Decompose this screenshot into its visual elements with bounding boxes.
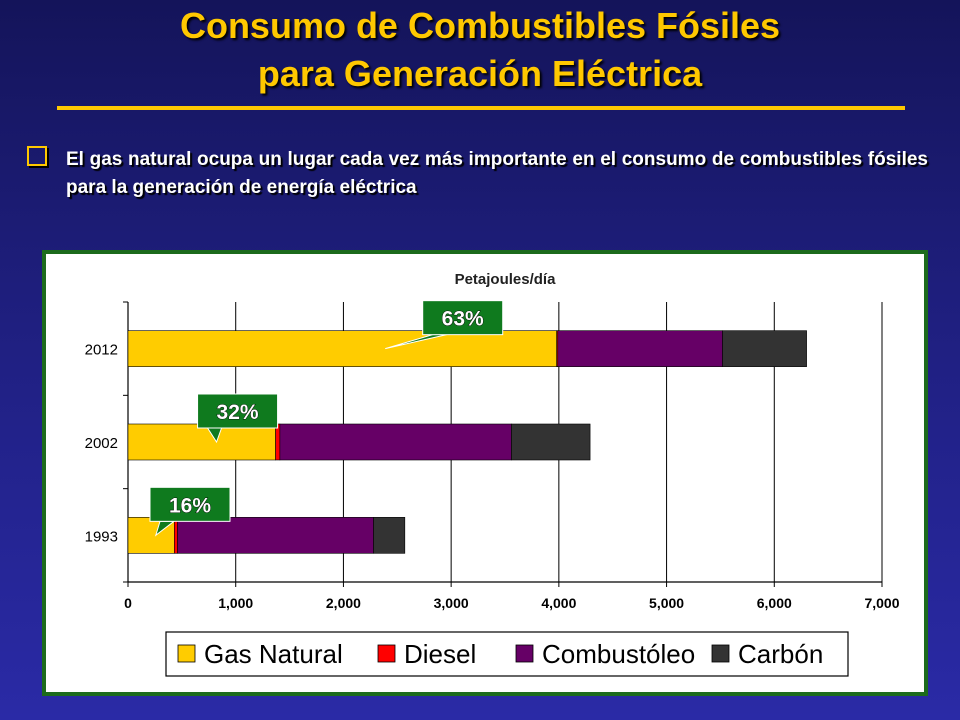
callout-box-2012 [422,300,504,336]
bar-carbón-2012 [722,330,807,367]
legend-label-diesel: Diesel [404,639,476,669]
callout-box-1993 [149,486,231,522]
x-tick-label: 5,000 [649,595,684,611]
x-tick-label: 4,000 [541,595,576,611]
callout-label-2012: 63% [442,308,484,331]
legend-box [165,631,849,677]
bar-carbón-2002 [511,423,591,461]
bar-carbón-1993 [373,517,406,554]
bar-gas-natural-2002 [127,423,276,461]
bar-combustóleo-2002 [279,423,512,461]
x-tick-label: 0 [124,595,132,611]
callout-label-2002: 32% [217,401,259,424]
bar-gas-natural-2012 [127,330,558,367]
callout-box-2002 [197,393,279,429]
chart-frame: Petajoules/día 0 1,000 2,000 3,000 4,000 5,000… [42,250,928,696]
bullet-text: El gas natural ocupa un lugar cada vez m… [66,149,928,198]
bar-combustóleo-1993 [177,517,374,554]
stacked-bar-chart: Petajoules/día 0 1,000 2,000 3,000 4,000 5,000… [85,271,900,677]
legend-label-gas-natural: Gas Natural [204,639,343,669]
title-line-1: Consumo de Combustibles Fósiles [179,5,781,46]
legend-label-combustóleo: Combustóleo [542,639,695,669]
title-line-2: para Generación Eléctrica [257,53,703,94]
callout-label-1993: 16% [169,494,211,517]
legend-swatch-carbón [711,644,730,663]
legend-swatch-diesel [377,644,396,663]
legend-label-carbón: Carbón [738,639,823,669]
x-tick-label: 1,000 [218,595,253,611]
x-tick-label: 6,000 [757,595,792,611]
bar-diesel-1993 [174,517,178,554]
bullet-square-icon [27,146,47,166]
x-tick-label: 2,000 [326,595,361,611]
legend-swatch-gas-natural [177,644,196,663]
chart-title: Petajoules/día [455,271,557,288]
bar-diesel-2002 [275,423,281,461]
y-tick-label-2002: 2002 [85,435,118,452]
x-tick-label: 3,000 [434,595,469,611]
legend-swatch-combustóleo [515,644,534,663]
title-underline [57,106,905,110]
y-tick-label-1993: 1993 [85,528,118,545]
y-tick-label-2012: 2012 [85,342,118,359]
bar-combustóleo-2012 [557,330,723,367]
x-tick-label: 7,000 [864,595,899,611]
